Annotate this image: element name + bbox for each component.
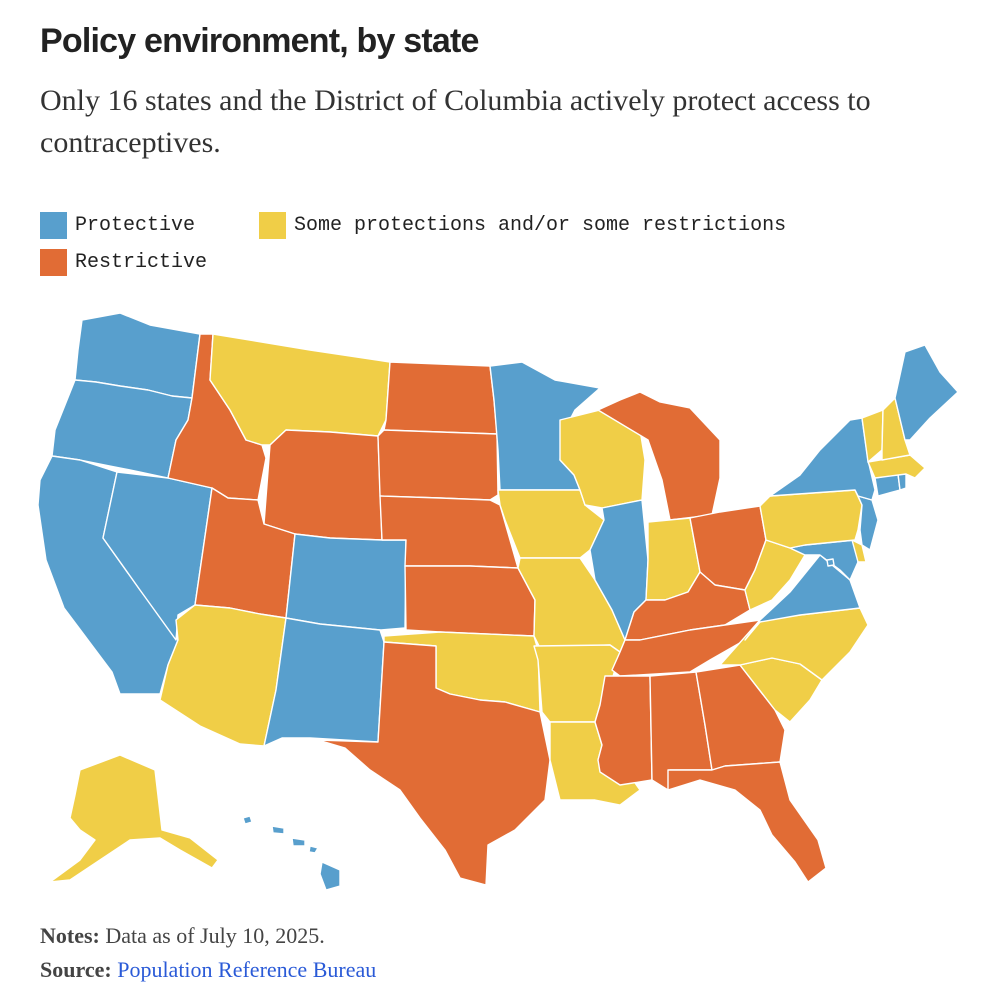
state-colorado[interactable] [285, 533, 407, 631]
state-hawaii[interactable] [242, 815, 341, 891]
chart-title: Policy environment, by state [40, 22, 479, 60]
legend-label-protective: Protective [75, 214, 196, 237]
notes: Notes: Data as of July 10, 2025. [40, 923, 325, 949]
legend-swatch-restrictive [40, 249, 67, 276]
source-label: Source: [40, 957, 112, 982]
source-link[interactable]: Population Reference Bureau [117, 957, 377, 982]
state-south-dakota[interactable] [377, 429, 499, 501]
state-kansas[interactable] [404, 565, 536, 637]
state-tennessee[interactable] [611, 619, 761, 677]
us-map [0, 300, 991, 900]
state-texas[interactable] [317, 641, 551, 886]
us-map-svg [37, 312, 959, 891]
notes-text: Data as of July 10, 2025. [105, 923, 325, 948]
legend-item-protective: Protective [40, 212, 195, 239]
source: Source: Population Reference Bureau [40, 957, 376, 983]
notes-label: Notes: [40, 923, 100, 948]
state-arizona[interactable] [159, 604, 287, 747]
state-florida[interactable] [667, 761, 827, 883]
state-alaska[interactable] [49, 754, 219, 883]
state-michigan[interactable] [597, 391, 721, 521]
legend-swatch-some [259, 212, 286, 239]
state-wyoming[interactable] [263, 429, 383, 541]
legend-item-restrictive: Restrictive [40, 249, 207, 276]
state-district-of-columbia[interactable] [826, 558, 835, 567]
state-north-dakota[interactable] [383, 361, 498, 435]
legend-swatch-protective [40, 212, 67, 239]
state-rhode-island[interactable] [897, 473, 907, 491]
legend-item-some: Some protections and/or some restriction… [259, 212, 786, 239]
state-new-york[interactable] [769, 417, 876, 501]
state-delaware[interactable] [851, 539, 867, 563]
state-new-jersey[interactable] [857, 495, 879, 551]
states-layer [37, 312, 959, 891]
state-mississippi[interactable] [594, 675, 653, 786]
legend-label-some: Some protections and/or some restriction… [294, 214, 787, 237]
legend-label-restrictive: Restrictive [75, 251, 208, 274]
state-massachusetts[interactable] [867, 454, 926, 479]
state-pennsylvania[interactable] [759, 489, 863, 549]
state-new-mexico[interactable] [263, 617, 385, 747]
chart-subtitle: Only 16 states and the District of Colum… [40, 84, 871, 159]
state-maine[interactable] [894, 344, 959, 441]
